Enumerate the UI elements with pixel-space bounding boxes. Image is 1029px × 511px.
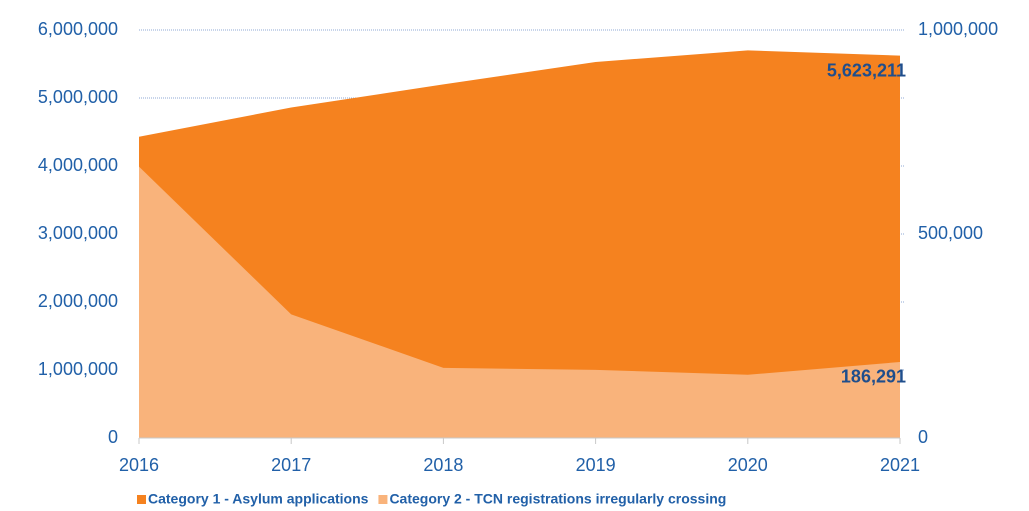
y2-tick-label: 500,000	[918, 223, 983, 243]
y2-tick-label: 1,000,000	[918, 19, 998, 39]
value-label: 5,623,211	[827, 60, 906, 80]
x-tick-label: 2021	[880, 455, 920, 475]
legend-swatch	[378, 495, 388, 504]
value-label: 186,291	[841, 367, 906, 387]
x-tick-label: 2020	[728, 455, 768, 475]
area	[139, 166, 900, 438]
x-tick-label: 2018	[423, 455, 463, 475]
legend-label: Category 1 - Asylum applications	[148, 491, 369, 507]
x-tick-label: 2019	[576, 455, 616, 475]
y-tick-label: 1,000,000	[38, 359, 118, 379]
y-tick-label: 0	[108, 427, 118, 447]
legend-label: Category 2 - TCN registrations irregular…	[389, 491, 726, 507]
y-tick-label: 4,000,000	[38, 155, 118, 175]
y-tick-label: 5,000,000	[38, 87, 118, 107]
y-tick-label: 2,000,000	[38, 291, 118, 311]
y-tick-label: 6,000,000	[38, 19, 118, 39]
x-tick-label: 2017	[271, 455, 311, 475]
legend-swatch	[137, 495, 146, 504]
x-tick-label: 2016	[119, 455, 159, 475]
y-tick-label: 3,000,000	[38, 223, 118, 243]
y2-tick-label: 0	[918, 427, 928, 447]
